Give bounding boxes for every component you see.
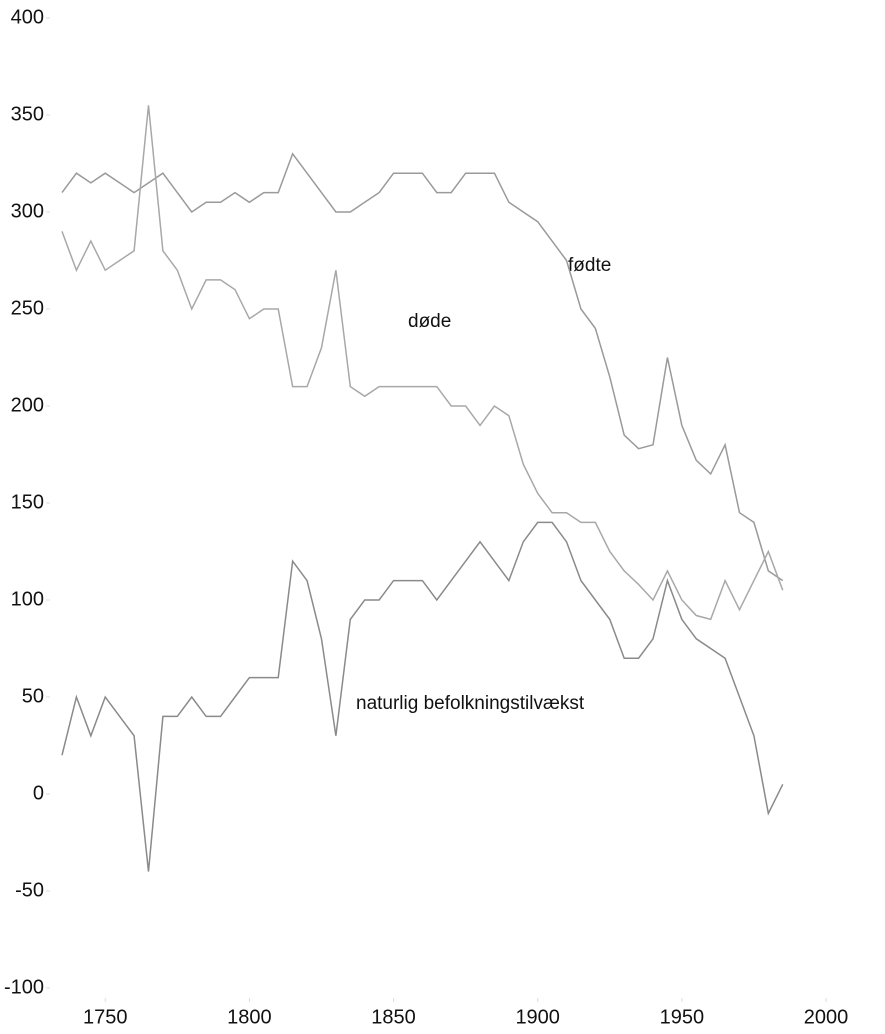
series-label: fødte [568, 255, 611, 276]
series-line [61, 105, 784, 621]
y-tick-label: 100 [11, 588, 44, 610]
y-tick-label: 350 [11, 103, 44, 125]
x-tick-label: 1800 [227, 1006, 272, 1028]
x-tick-label: 2000 [804, 1006, 849, 1028]
y-tick-label: 250 [11, 297, 44, 319]
series-label: døde [408, 311, 451, 332]
y-tick-label: 150 [11, 491, 44, 513]
x-tick-label: 1850 [371, 1006, 416, 1028]
y-tick-label: -100 [4, 976, 44, 998]
x-tick-label: 1750 [83, 1006, 128, 1028]
y-tick-label: 300 [11, 200, 44, 222]
series-line [61, 152, 784, 582]
y-tick-label: 50 [22, 685, 44, 707]
y-tick-label: 400 [11, 6, 44, 28]
x-tick-label: 1950 [660, 1006, 705, 1028]
series-line [61, 521, 784, 872]
y-tick-label: -50 [15, 879, 44, 901]
y-tick-label: 200 [11, 394, 44, 416]
series-label: naturlig befolkningstilvækst [356, 693, 585, 714]
y-tick-label: 0 [33, 782, 44, 804]
x-tick-label: 1900 [515, 1006, 560, 1028]
